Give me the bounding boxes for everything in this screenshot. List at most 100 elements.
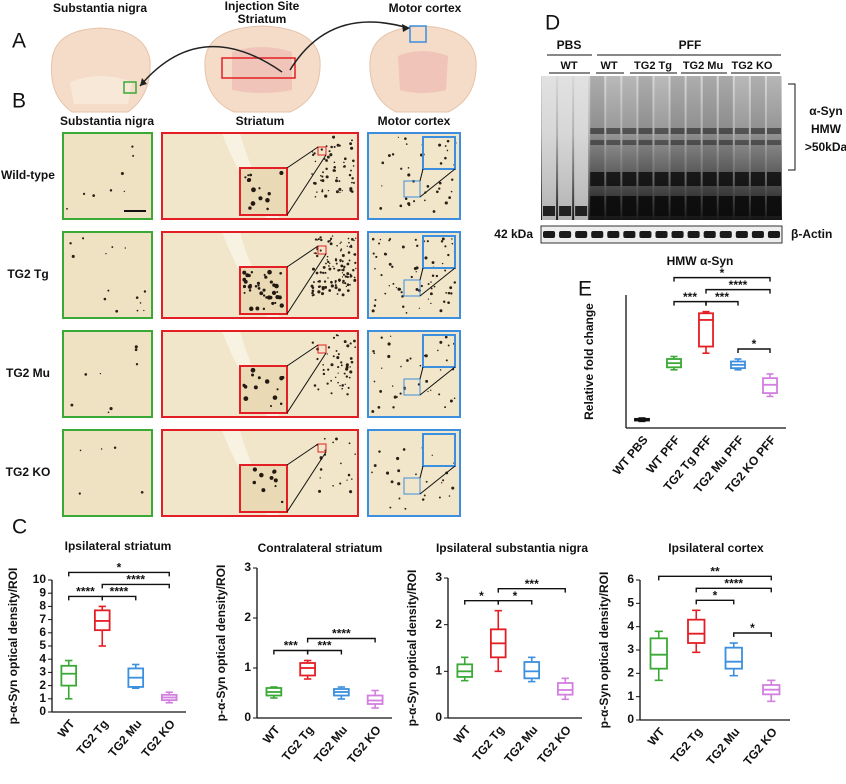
inclusion [321,287,325,291]
x-tick-label: TG2 KO [741,725,780,768]
inclusion [345,375,349,378]
inclusion [333,169,337,172]
inclusion [345,363,349,367]
inclusion [314,252,317,255]
band [606,172,621,186]
chart-title: HMW α-Syn [667,254,734,268]
x-tick-label: WT PBS [610,433,651,478]
inclusion [266,207,269,211]
inclusion [346,275,349,279]
inclusion [324,271,327,274]
band [766,128,781,134]
inclusion [132,154,135,157]
inclusion [315,254,319,258]
micrograph [63,232,152,318]
inclusion [401,295,404,298]
inclusion [311,291,314,295]
inclusion [453,281,457,284]
inclusion [336,293,339,295]
band [751,231,764,238]
inclusion [269,405,273,408]
inset [239,167,288,216]
inclusion [275,295,280,300]
band [575,206,588,216]
inclusion [251,373,255,377]
roi [317,146,327,156]
lane-label: TG2 Mu [683,60,723,72]
inclusion [272,395,278,400]
inclusion [276,290,279,293]
inclusion [320,238,323,242]
inclusion [379,389,383,393]
inclusion [338,187,342,191]
label: Injection Site [225,0,300,13]
significance-label: * [750,621,755,635]
inclusion [325,159,328,162]
inclusion [343,372,346,375]
inclusion [351,237,354,241]
inclusion [349,283,351,286]
band [590,196,605,216]
connector [286,443,319,466]
inclusion [319,477,321,479]
inclusion [143,290,147,293]
inclusion [318,489,322,493]
inclusion [335,437,338,441]
significance-bracket [68,571,170,577]
inclusion [313,252,315,254]
inclusion [349,142,353,146]
inclusion [407,173,411,177]
inclusion [343,265,346,269]
inclusion [334,284,337,287]
significance-label: **** [332,627,351,641]
significance-label: * [713,589,718,603]
inclusion [413,200,416,203]
band [543,206,556,216]
significance-bracket [737,348,771,354]
inclusion [257,284,260,287]
inclusion [438,181,442,185]
connector [286,344,319,367]
inclusion [441,237,445,241]
inclusion [445,359,448,362]
band [750,196,765,216]
inclusion [388,262,392,266]
inclusion [246,178,251,183]
inclusion [265,197,270,203]
band [622,172,637,186]
inclusion [322,265,326,269]
inclusion [261,488,266,493]
band [606,196,621,216]
inclusion [397,287,401,291]
inclusion [439,309,443,313]
inclusion [319,249,322,252]
inclusion [349,342,352,345]
band [606,128,621,134]
inclusion [250,367,256,373]
inclusion [274,301,277,305]
inclusion [111,246,114,248]
inclusion [407,167,410,169]
inclusion [134,348,138,352]
inclusion [140,490,144,494]
y-tick-label: 3 [435,570,442,584]
connector [419,168,456,198]
inclusion [325,175,329,179]
inclusion [390,480,394,484]
y-axis-label: p-α-Syn optical density/ROI [214,565,228,722]
inclusion [415,288,419,291]
label: Motor cortex [389,1,462,15]
inclusion [316,191,318,193]
inclusion [342,268,345,272]
inclusion [346,272,350,276]
inclusion [332,135,336,139]
inclusion [393,395,397,399]
inclusion [380,336,383,339]
inclusion [431,261,435,264]
inclusion [435,190,439,194]
inclusion [82,192,86,196]
inclusion [383,252,387,256]
connector [419,465,424,479]
inclusion [339,191,341,193]
